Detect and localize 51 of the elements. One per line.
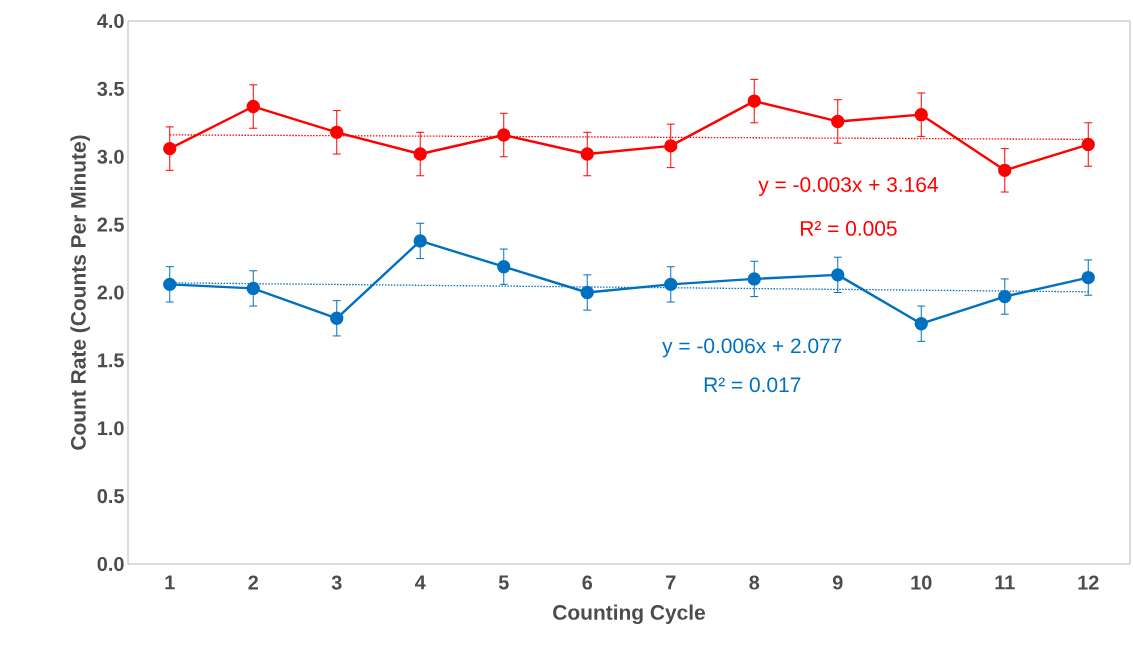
y-tick-label: 0.0	[97, 556, 124, 572]
x-tick-label: 12	[1078, 575, 1099, 590]
annotation: y = -0.006x + 2.077	[662, 338, 842, 358]
point	[246, 281, 260, 296]
point	[413, 234, 427, 248]
y-tick-label: 1.5	[98, 353, 124, 368]
point	[664, 277, 678, 292]
x-tick-label: 10	[911, 575, 932, 590]
point	[998, 289, 1012, 304]
y-tick-label: 3.0	[97, 149, 124, 164]
x-tick-label: 2	[248, 575, 258, 590]
x-tick-label: 5	[498, 575, 509, 590]
point	[330, 125, 344, 139]
point	[580, 147, 594, 161]
annotation: R² = 0.005	[801, 221, 897, 236]
point	[664, 139, 678, 153]
x-tick-label: 9	[832, 575, 843, 590]
x-tick-label: 7	[666, 575, 676, 590]
point	[747, 272, 761, 286]
point	[246, 99, 260, 114]
point	[163, 141, 177, 156]
point	[413, 147, 427, 161]
point	[163, 277, 177, 292]
y-tick-label: 4.0	[97, 13, 124, 29]
x-tick-label: 11	[995, 575, 1015, 590]
x-tick-label: 1	[165, 575, 175, 590]
annotation: y = -0.003x + 3.164	[758, 177, 938, 197]
x-tick-label: 6	[582, 575, 593, 590]
point	[580, 285, 594, 300]
point	[497, 128, 511, 142]
y-tick-label: 2.5	[97, 217, 124, 232]
point	[1081, 270, 1095, 285]
annotation: R² = 0.017	[704, 377, 801, 393]
y-tick-label: 0.5	[97, 489, 124, 504]
point	[831, 268, 845, 282]
x-tick-label: 3	[331, 575, 342, 590]
point	[1081, 137, 1095, 152]
y-tick-label: 1.0	[98, 421, 124, 436]
point	[914, 317, 928, 331]
y-tick-label: 3.5	[97, 81, 124, 96]
point	[497, 260, 511, 274]
x-axis-title: Counting Cycle	[553, 604, 705, 625]
point	[747, 94, 761, 108]
point	[998, 163, 1012, 177]
x-tick-label: 4	[415, 575, 426, 590]
point	[330, 311, 344, 325]
point	[831, 114, 845, 129]
x-tick-label: 8	[749, 575, 760, 590]
y-tick-label: 2.0	[97, 285, 124, 300]
y-axis-title: Count Rate (Counts Per Minute)	[70, 135, 90, 450]
point	[914, 107, 928, 122]
